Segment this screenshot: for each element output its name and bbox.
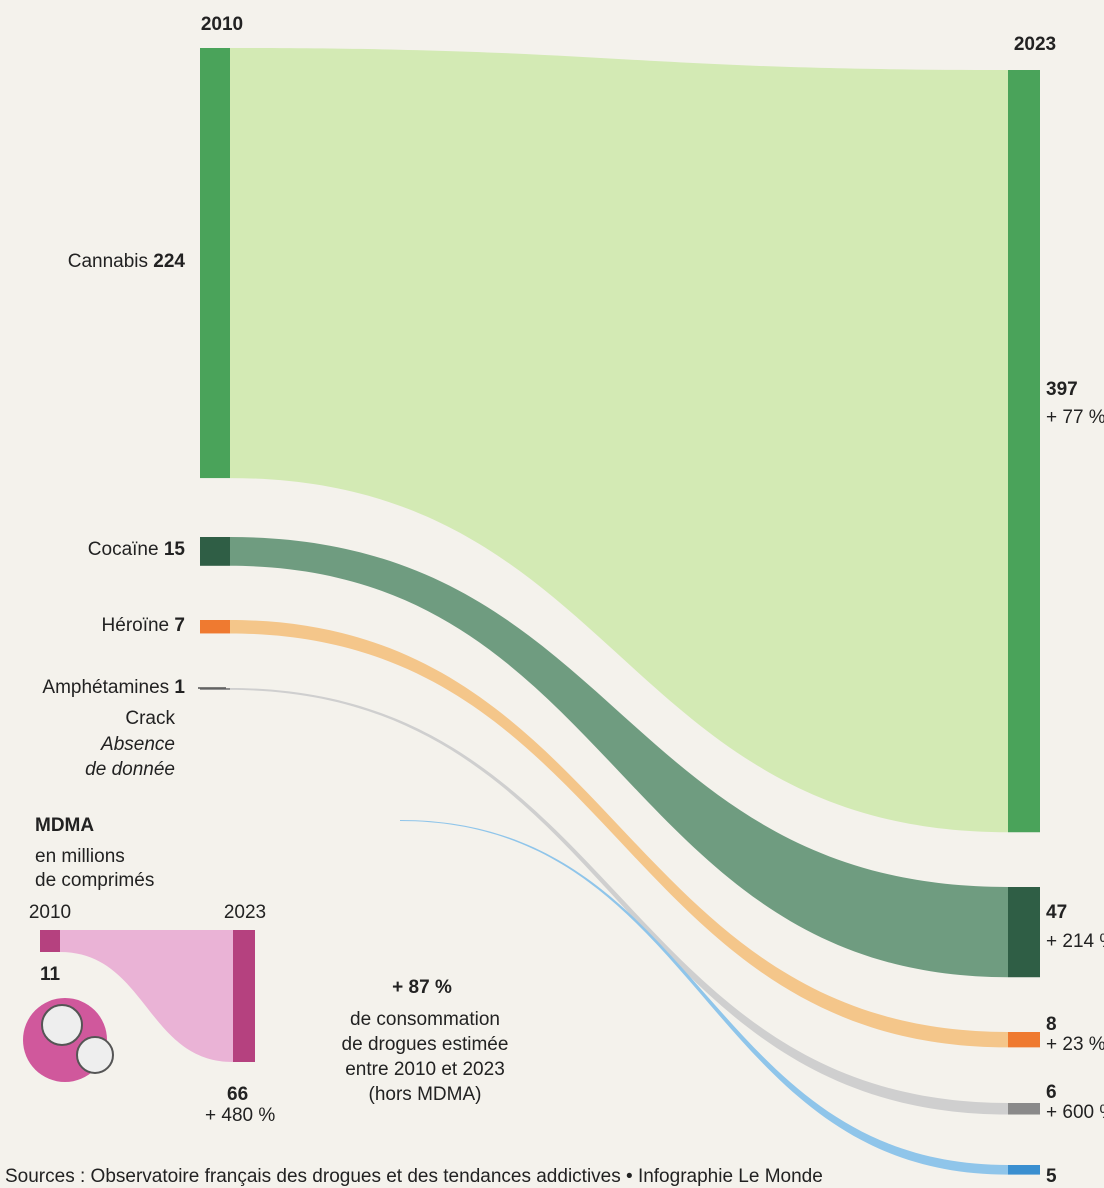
annotation: de consommation <box>350 1009 500 1030</box>
value-2023: 6 <box>1046 1082 1057 1103</box>
series-label: Cocaïne 15 <box>88 539 186 560</box>
series-name: Cocaïne <box>88 539 159 560</box>
change-label: + 23 % <box>1046 1034 1104 1055</box>
series-label: Héroïne 7 <box>102 615 185 636</box>
value-2010: 15 <box>164 539 186 560</box>
year-label: 2010 <box>29 902 71 923</box>
inset-subtitle: en millions <box>35 846 125 867</box>
year-label: 2010 <box>201 14 243 35</box>
series-label: Cannabis 224 <box>68 251 186 272</box>
change-label: + 77 % <box>1046 407 1104 428</box>
bar-2023 <box>1008 1032 1040 1048</box>
bar-2023 <box>1008 1165 1040 1175</box>
flow <box>230 620 1008 1048</box>
annotation: entre 2010 et 2023 <box>345 1059 505 1080</box>
bar-2010 <box>200 537 230 566</box>
value-2010: 224 <box>153 251 185 272</box>
year-label: 2023 <box>1014 34 1056 55</box>
series-name: Héroïne <box>102 615 170 636</box>
series-label: Amphétamines 1 <box>42 677 185 698</box>
bar-2023 <box>1008 70 1040 833</box>
flow <box>230 688 1008 1115</box>
note: Absence <box>100 734 175 755</box>
source: Sources : Observatoire français des drog… <box>5 1166 823 1187</box>
flow <box>230 48 1008 833</box>
bar-2010 <box>40 930 60 952</box>
year-label: 2023 <box>224 902 266 923</box>
bar-2023 <box>1008 887 1040 978</box>
change-label: + 480 % <box>205 1105 275 1126</box>
series-name: Crack <box>125 708 175 729</box>
series-name: Cannabis <box>68 251 148 272</box>
value-2023: 397 <box>1046 379 1078 400</box>
inset-title: MDMA <box>35 815 94 836</box>
flow <box>230 537 1008 978</box>
pill <box>76 1036 114 1074</box>
inset-subtitle: de comprimés <box>35 870 154 891</box>
annotation: de drogues estimée <box>342 1034 509 1055</box>
annotation: (hors MDMA) <box>369 1084 482 1105</box>
bar-2010 <box>200 620 230 634</box>
change-label: + 600 % <box>1046 1102 1104 1123</box>
value-2023: 47 <box>1046 902 1067 923</box>
series-name: Amphétamines <box>42 677 169 698</box>
headline: + 87 % <box>392 977 452 998</box>
value-2010: 1 <box>174 677 185 698</box>
value-2010: 11 <box>40 964 61 985</box>
flow <box>400 820 1008 1175</box>
value-2023: 8 <box>1046 1014 1057 1035</box>
bar-2023 <box>233 930 255 1062</box>
bar-2023 <box>1008 1103 1040 1115</box>
value-2010: 7 <box>174 615 185 636</box>
pill <box>41 1004 83 1046</box>
change-label: + 214 % <box>1046 931 1104 952</box>
note: de donnée <box>85 759 175 780</box>
value-2023: 66 <box>227 1084 248 1105</box>
flow <box>60 930 233 1062</box>
bar-2010 <box>200 688 230 690</box>
value-2023: 5 <box>1046 1166 1057 1187</box>
bar-2010 <box>200 48 230 479</box>
